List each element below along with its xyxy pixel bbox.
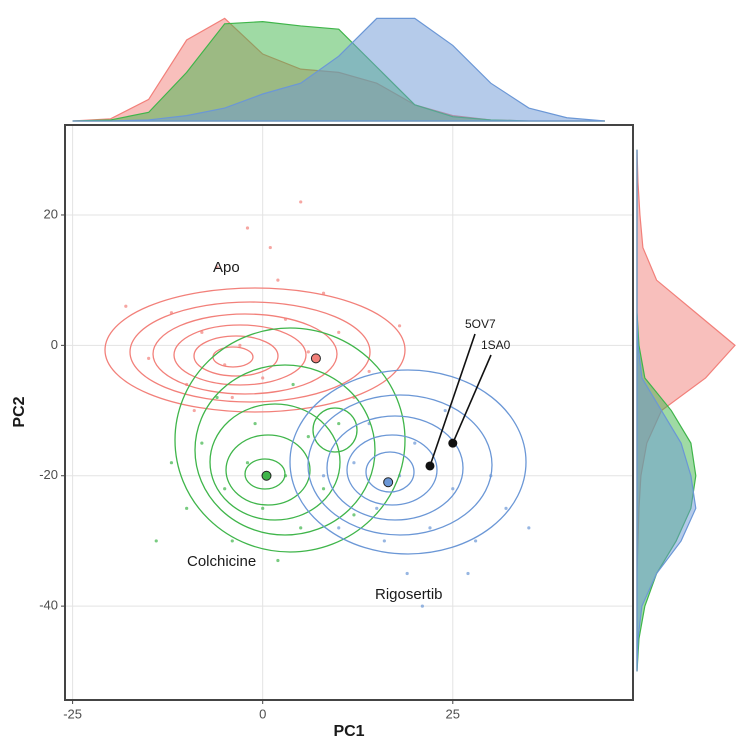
- contour: [365, 451, 415, 493]
- contours: [104, 287, 527, 555]
- y-axis-title: PC2: [11, 396, 28, 427]
- scatter-point: [413, 441, 417, 445]
- scatter-point: [291, 382, 295, 387]
- scatter-point: [443, 408, 447, 413]
- y-tick-label: 0: [51, 337, 58, 352]
- apo-contours: [104, 287, 406, 413]
- scatter-point: [192, 408, 196, 413]
- points: [124, 200, 531, 608]
- scatter-point: [352, 513, 356, 517]
- centroid: [383, 477, 394, 488]
- scatter-point: [185, 506, 189, 510]
- contour: [244, 458, 286, 490]
- scatter-point: [306, 350, 310, 354]
- annotation-leader: [452, 354, 492, 444]
- scatter-point: [238, 343, 242, 347]
- contour: [129, 301, 371, 403]
- scatter-point: [337, 330, 341, 334]
- scatter-point: [420, 604, 424, 608]
- contour: [326, 415, 464, 521]
- panel-border: [64, 124, 634, 701]
- scatter-point: [428, 526, 432, 530]
- scatter-point: [337, 421, 341, 426]
- scatter-point: [200, 330, 204, 334]
- annotated-point: [425, 461, 435, 471]
- centroid: [310, 353, 321, 364]
- x-tick-label: 25: [446, 706, 460, 721]
- contour: [289, 369, 527, 555]
- scatter-point: [382, 539, 386, 543]
- scatter-point: [504, 506, 508, 510]
- y-tick-label: 20: [44, 206, 58, 221]
- scatter-point: [299, 200, 303, 204]
- scatter-point: [245, 461, 250, 465]
- scatter-point: [306, 435, 310, 439]
- y-tick-label: -20: [39, 467, 58, 482]
- colchicine-contours: [174, 327, 406, 553]
- scatter-point: [223, 487, 227, 491]
- scatter-point: [124, 304, 128, 308]
- scatter-point: [337, 526, 341, 530]
- scatter-point: [215, 395, 219, 400]
- contour: [193, 335, 279, 377]
- x-axis-title: PC1: [333, 723, 364, 740]
- scatter-point: [299, 526, 303, 530]
- annotated-point: [448, 438, 458, 448]
- annotation-leader: [429, 333, 476, 467]
- scatter-point: [230, 395, 234, 400]
- scatter-point: [474, 539, 478, 543]
- scatter-point: [397, 324, 402, 328]
- scatter-point: [268, 245, 272, 250]
- x-tick-label: -25: [63, 706, 82, 721]
- scatter-point: [245, 226, 250, 230]
- group-label: Apo: [213, 259, 240, 276]
- scatter-point: [261, 506, 265, 510]
- scatter-point: [405, 571, 409, 576]
- scatter-point: [147, 356, 151, 360]
- rigosertib-contours: [289, 369, 527, 555]
- scatter-point: [466, 571, 470, 576]
- scatter-point: [154, 539, 158, 543]
- scatter-point: [200, 441, 204, 445]
- y-tick-label: -40: [39, 598, 58, 613]
- contour: [307, 394, 493, 536]
- x-tick-label: 0: [259, 706, 266, 721]
- scatter-point: [230, 539, 234, 543]
- contour: [346, 434, 438, 506]
- contour: [104, 287, 406, 413]
- contour: [209, 403, 341, 521]
- scatter-point: [253, 421, 257, 426]
- contour: [225, 434, 311, 506]
- scatter-point: [215, 265, 219, 269]
- group-label: Rigosertib: [375, 586, 443, 603]
- centroid: [261, 470, 272, 481]
- contour: [312, 407, 358, 453]
- scatter-point: [276, 278, 280, 282]
- scatter-point: [451, 487, 455, 491]
- marks: [261, 333, 492, 488]
- scatter-point: [375, 506, 379, 510]
- annotation-label: 1SA0: [481, 338, 511, 352]
- scatter-point: [169, 461, 174, 465]
- y-density: [636, 149, 697, 672]
- contour: [152, 313, 338, 395]
- scatter-point: [527, 526, 531, 530]
- annotation-label: 5OV7: [465, 317, 496, 331]
- scatter-point: [261, 376, 265, 380]
- contour: [174, 327, 406, 553]
- x-density: [72, 17, 605, 122]
- contour: [194, 364, 376, 536]
- scatter-point: [276, 558, 280, 563]
- scatter-point: [352, 461, 356, 465]
- scatter-point: [321, 487, 326, 491]
- group-label: Colchicine: [187, 553, 256, 570]
- contour: [173, 324, 307, 386]
- scatter-point: [367, 369, 371, 374]
- scatter-point: [321, 474, 326, 478]
